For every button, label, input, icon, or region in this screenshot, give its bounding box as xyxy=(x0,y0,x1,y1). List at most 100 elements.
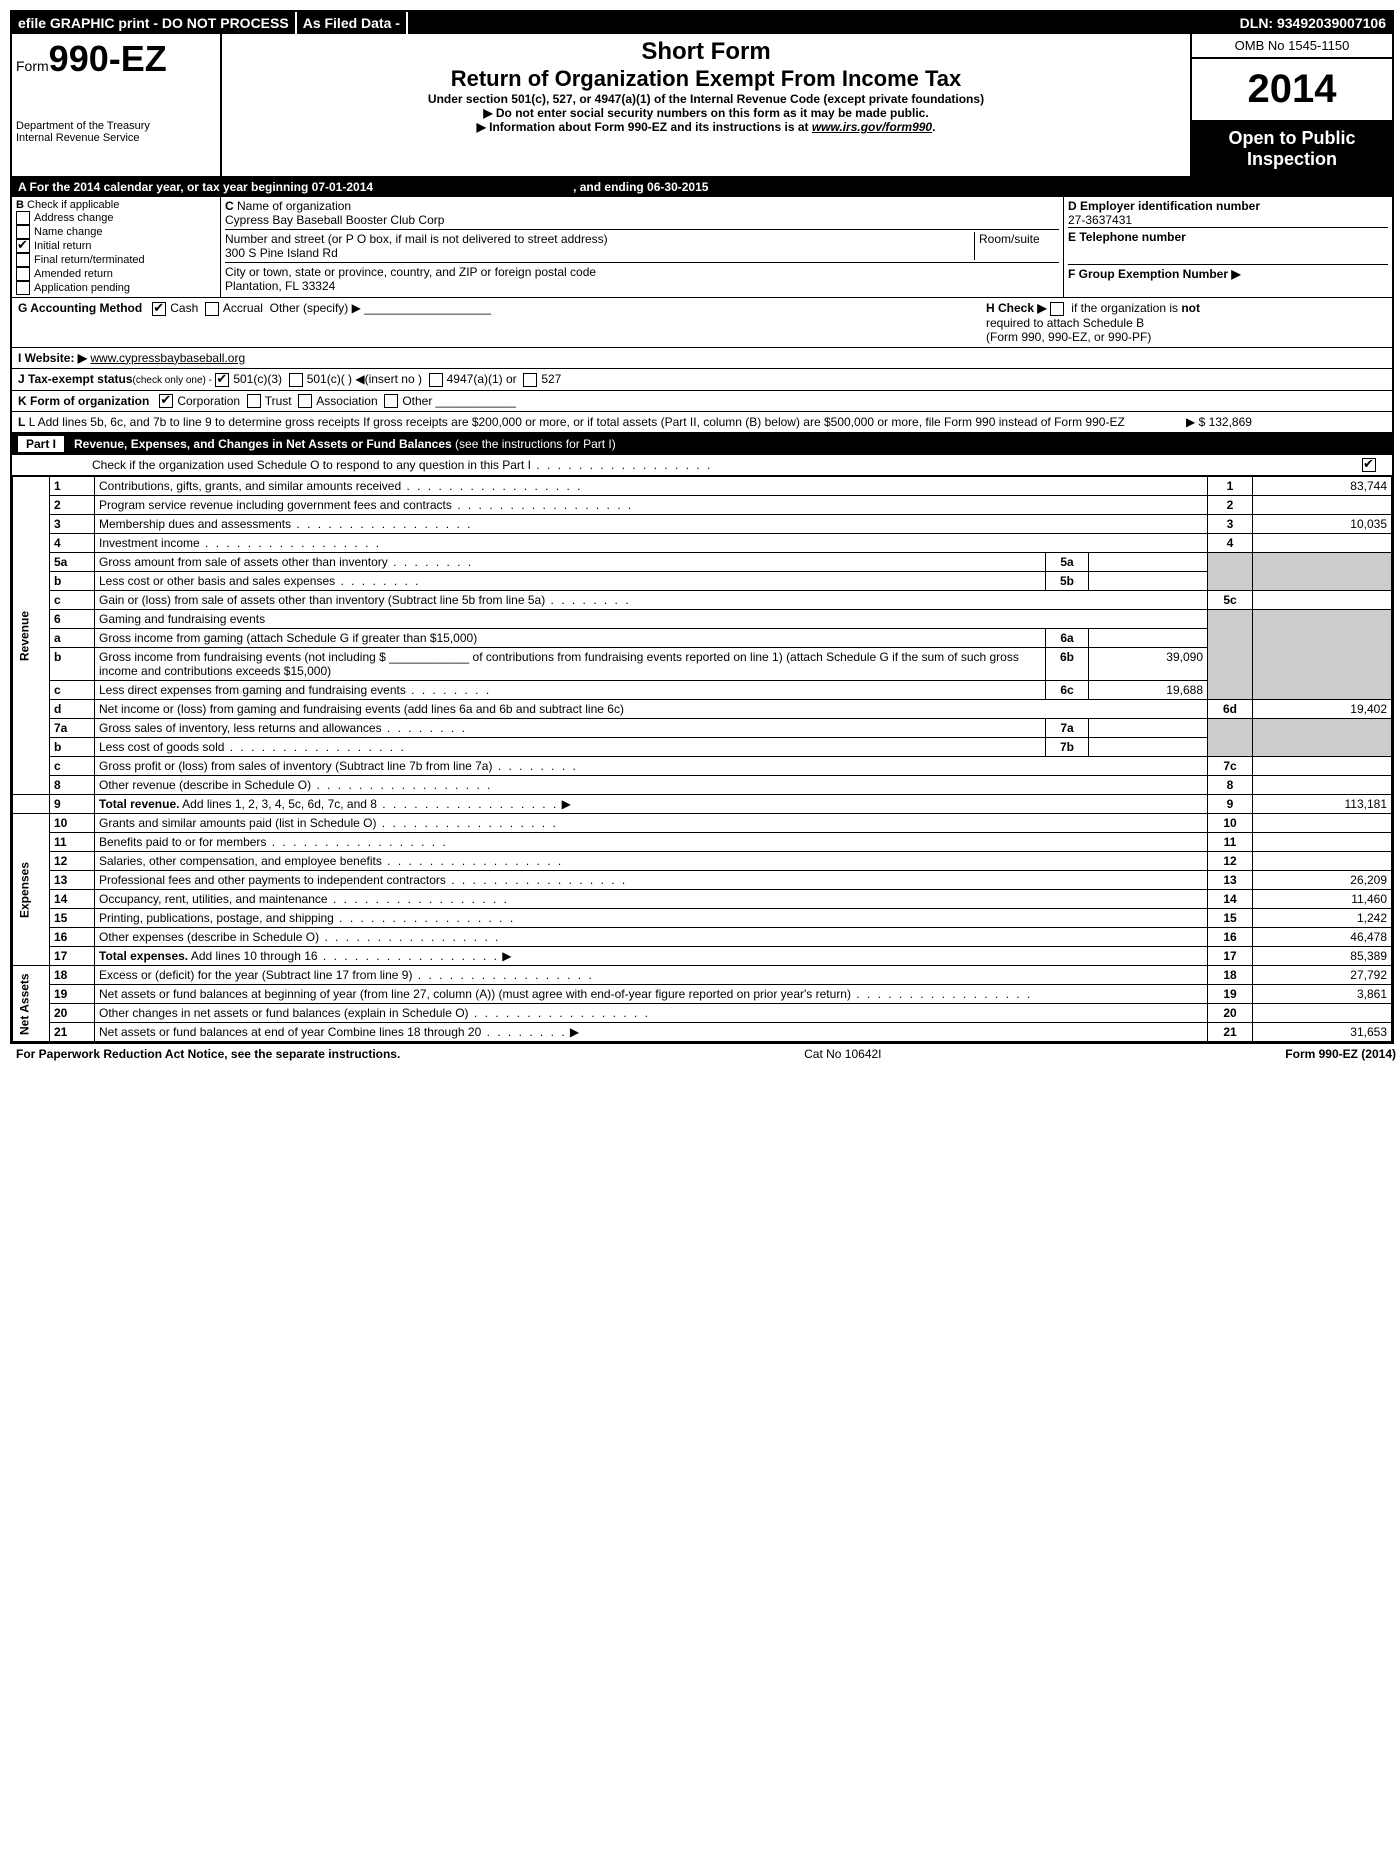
ln5b-sv xyxy=(1089,572,1208,591)
ln15-num: 15 xyxy=(50,909,95,928)
ln14-rnum: 14 xyxy=(1208,890,1253,909)
ln4-num: 4 xyxy=(50,534,95,553)
h-text: if the organization is xyxy=(1071,301,1181,315)
line-3: 3 Membership dues and assessments 3 10,0… xyxy=(13,515,1392,534)
c-name-label: Name of organization xyxy=(237,199,351,213)
ln13-val: 26,209 xyxy=(1253,871,1392,890)
ln7c-val xyxy=(1253,757,1392,776)
ln15-desc: Printing, publications, postage, and shi… xyxy=(99,911,515,925)
ln11-num: 11 xyxy=(50,833,95,852)
ln20-val xyxy=(1253,1004,1392,1023)
cb-schedule-o[interactable] xyxy=(1362,458,1376,472)
cb-final[interactable] xyxy=(16,253,30,267)
cb-h[interactable] xyxy=(1050,302,1064,316)
form-number: 990-EZ xyxy=(49,38,167,79)
cb-other-org[interactable] xyxy=(384,394,398,408)
line-7c: c Gross profit or (loss) from sales of i… xyxy=(13,757,1392,776)
lbl-initial-return: Initial return xyxy=(34,240,91,252)
line-5a: 5a Gross amount from sale of assets othe… xyxy=(13,553,1392,572)
ln1-num: 1 xyxy=(50,477,95,496)
lines-table: Revenue 1 Contributions, gifts, grants, … xyxy=(12,476,1392,1042)
ln5a-sn: 5a xyxy=(1046,553,1089,572)
cb-cash[interactable] xyxy=(152,302,166,316)
ln6-desc: Gaming and fundraising events xyxy=(95,610,1208,629)
h-pre: H Check ▶ xyxy=(986,301,1047,315)
ln12-desc: Salaries, other compensation, and employ… xyxy=(99,854,563,868)
cb-assoc[interactable] xyxy=(298,394,312,408)
ln12-val xyxy=(1253,852,1392,871)
ln14-desc: Occupancy, rent, utilities, and maintena… xyxy=(99,892,509,906)
note2-pre: ▶ Information about Form 990-EZ and its … xyxy=(477,120,812,134)
row-i: I Website: ▶ www.cypressbaybaseball.org xyxy=(12,348,1392,369)
lbl-4947: 4947(a)(1) or xyxy=(447,372,517,386)
footer-left: For Paperwork Reduction Act Notice, see … xyxy=(16,1047,400,1061)
ln14-num: 14 xyxy=(50,890,95,909)
line-7b: b Less cost of goods sold 7b xyxy=(13,738,1392,757)
ln7a-sv xyxy=(1089,719,1208,738)
ln6d-num: d xyxy=(50,700,95,719)
ln5c-val xyxy=(1253,591,1392,610)
cb-trust[interactable] xyxy=(247,394,261,408)
cb-527[interactable] xyxy=(523,373,537,387)
line-6c: c Less direct expenses from gaming and f… xyxy=(13,681,1392,700)
row-j: J Tax-exempt status(check only one) - 50… xyxy=(12,369,1392,391)
cb-corp[interactable] xyxy=(159,394,173,408)
cb-app-pending[interactable] xyxy=(16,281,30,295)
line-7a: 7a Gross sales of inventory, less return… xyxy=(13,719,1392,738)
part1-label: Part I xyxy=(18,436,64,452)
ln9-desc-b: Total revenue. xyxy=(99,797,179,811)
ln6c-num: c xyxy=(50,681,95,700)
ln6a-sn: 6a xyxy=(1046,629,1089,648)
lbl-corp: Corporation xyxy=(177,394,240,408)
ln4-desc: Investment income xyxy=(99,536,381,550)
cb-accrual[interactable] xyxy=(205,302,219,316)
side-rev-end xyxy=(13,795,50,814)
ln6d-rnum: 6d xyxy=(1208,700,1253,719)
ln15-rnum: 15 xyxy=(1208,909,1253,928)
header-right: OMB No 1545-1150 2014 Open to Public Ins… xyxy=(1190,34,1392,176)
line-6d: d Net income or (loss) from gaming and f… xyxy=(13,700,1392,719)
dept-irs: Internal Revenue Service xyxy=(16,132,216,144)
line-9: 9 Total revenue. Add lines 1, 2, 3, 4, 5… xyxy=(13,795,1392,814)
side-revenue: Revenue xyxy=(13,477,50,795)
ln6b-sv: 39,090 xyxy=(1089,648,1208,681)
form-prefix: Form xyxy=(16,58,49,74)
ln11-val xyxy=(1253,833,1392,852)
part1-check-text: Check if the organization used Schedule … xyxy=(92,458,712,472)
irs-link[interactable]: www.irs.gov/form990 xyxy=(812,120,932,134)
lbl-501c3: 501(c)(3) xyxy=(233,372,282,386)
cb-address-change[interactable] xyxy=(16,211,30,225)
header-center: Short Form Return of Organization Exempt… xyxy=(222,34,1190,176)
line-6a: a Gross income from gaming (attach Sched… xyxy=(13,629,1392,648)
ln17-rnum: 17 xyxy=(1208,947,1253,966)
lbl-other-method: Other (specify) ▶ xyxy=(270,301,361,315)
cb-501c[interactable] xyxy=(289,373,303,387)
ln1-desc: Contributions, gifts, grants, and simila… xyxy=(99,479,583,493)
ln18-desc: Excess or (deficit) for the year (Subtra… xyxy=(99,968,594,982)
cb-amended[interactable] xyxy=(16,267,30,281)
lbl-app-pending: Application pending xyxy=(34,282,130,294)
cb-501c3[interactable] xyxy=(215,373,229,387)
website[interactable]: www.cypressbaybaseball.org xyxy=(90,351,245,365)
ln17-desc-b: Total expenses. xyxy=(99,949,188,963)
org-name: Cypress Bay Baseball Booster Club Corp xyxy=(225,213,444,227)
return-title: Return of Organization Exempt From Incom… xyxy=(230,66,1182,92)
ln5b-num: b xyxy=(50,572,95,591)
cb-4947[interactable] xyxy=(429,373,443,387)
ln6a-sv xyxy=(1089,629,1208,648)
col-def: D Employer identification number 27-3637… xyxy=(1064,197,1392,297)
ln1-rnum: 1 xyxy=(1208,477,1253,496)
ln20-num: 20 xyxy=(50,1004,95,1023)
form-990ez: efile GRAPHIC print - DO NOT PROCESS As … xyxy=(10,10,1394,1044)
f-label: F Group Exemption Number ▶ xyxy=(1068,267,1241,281)
note-info: ▶ Information about Form 990-EZ and its … xyxy=(230,120,1182,134)
dln: DLN: 93492039007106 xyxy=(1234,12,1392,34)
k-label: K Form of organization xyxy=(18,394,149,408)
ln16-rnum: 16 xyxy=(1208,928,1253,947)
ln13-desc: Professional fees and other payments to … xyxy=(99,873,627,887)
part1-check: Check if the organization used Schedule … xyxy=(12,455,1392,476)
ln6b-sn: 6b xyxy=(1046,648,1089,681)
org-street: 300 S Pine Island Rd xyxy=(225,246,338,260)
ln6-shade-v xyxy=(1253,610,1392,700)
cb-initial-return[interactable] xyxy=(16,239,30,253)
